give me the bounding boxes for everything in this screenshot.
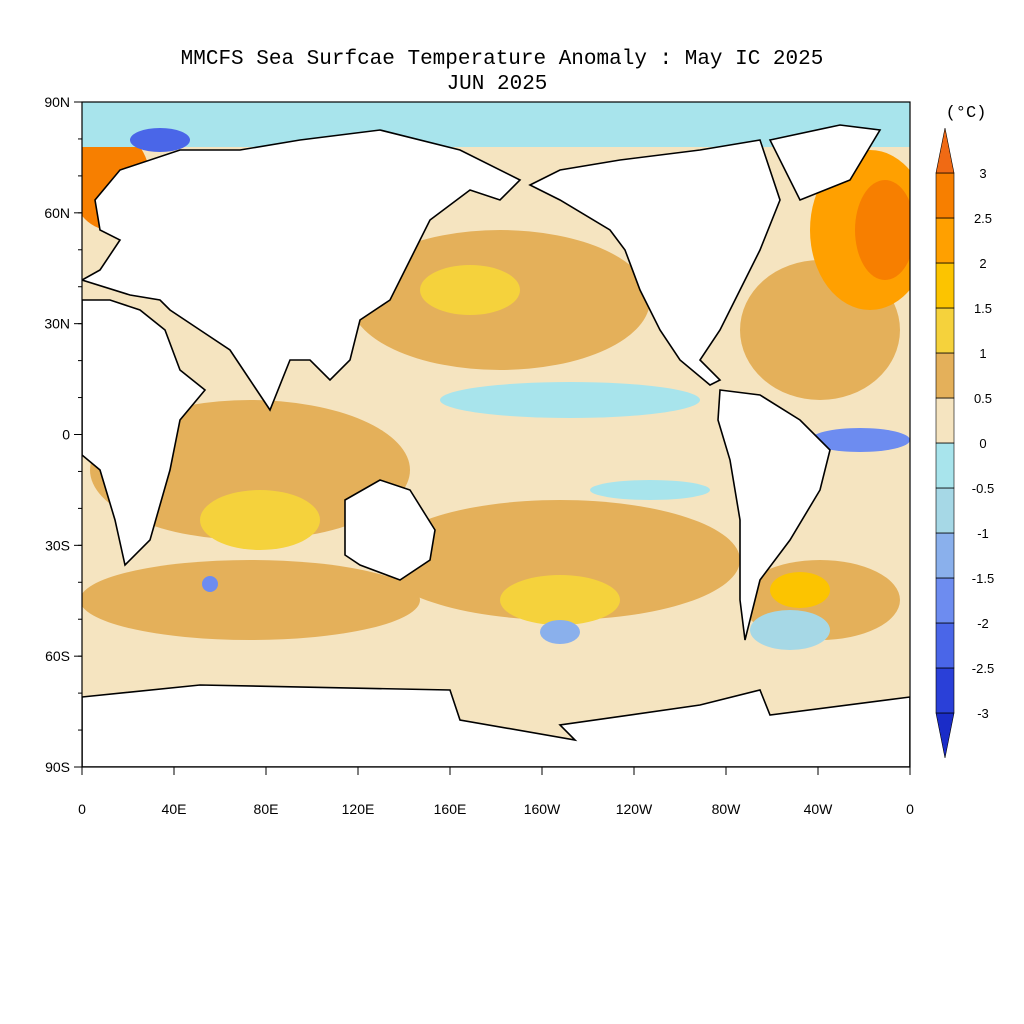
colorbar-label: -2.5: [972, 661, 994, 676]
lon-label: 80W: [712, 801, 742, 817]
lon-label: 40E: [162, 801, 187, 817]
colorbar-bin: [935, 307, 955, 354]
colorbar-unit: (°C): [946, 104, 987, 123]
colorbar-label: 2.5: [974, 211, 992, 226]
colorbar-bin: [935, 172, 955, 219]
colorbar-bin: [935, 667, 955, 714]
colorbar-bin: [935, 262, 955, 309]
subtitle: JUN 2025: [447, 73, 548, 96]
lon-label: 120E: [342, 801, 375, 817]
colorbar-bin: [935, 397, 955, 444]
colorbar-label: -3: [977, 706, 989, 721]
lat-label: 90N: [44, 94, 70, 110]
colorbar-label: -1.5: [972, 571, 994, 586]
title: MMCFS Sea Surfcae Temperature Anomaly : …: [181, 48, 824, 71]
sst-field: [82, 102, 910, 767]
colorbar-label: -1: [977, 526, 989, 541]
colorbar-bin: [935, 622, 955, 669]
colorbar-label: 2: [979, 256, 986, 271]
lon-label: 120W: [616, 801, 653, 817]
lon-label: 160E: [434, 801, 467, 817]
lat-label: 30N: [44, 316, 70, 332]
colorbar-over: [935, 127, 955, 174]
colorbar-bin: [935, 442, 955, 489]
lat-label: 60N: [44, 205, 70, 221]
lon-label: 0: [906, 801, 914, 817]
lon-label: 0: [78, 801, 86, 817]
lon-label: 80E: [254, 801, 279, 817]
colorbar-bin: [935, 532, 955, 579]
lat-label: 60S: [45, 648, 70, 664]
lat-label: 0: [62, 427, 70, 443]
colorbar-label: 1.5: [974, 301, 992, 316]
lat-label: 30S: [45, 537, 70, 553]
colorbar-label: -0.5: [972, 481, 994, 496]
colorbar-label: 1: [979, 346, 986, 361]
lat-label: 90S: [45, 759, 70, 775]
colorbar-label: 0: [979, 436, 986, 451]
colorbar-bin: [935, 217, 955, 264]
colorbar-bin: [935, 352, 955, 399]
colorbar-label: 3: [979, 166, 986, 181]
lon-label: 160W: [524, 801, 561, 817]
colorbar-under: [935, 712, 955, 759]
colorbar-label: 0.5: [974, 391, 992, 406]
colorbar-bin: [935, 487, 955, 534]
lon-label: 40W: [804, 801, 834, 817]
colorbar-bin: [935, 577, 955, 624]
colorbar-label: -2: [977, 616, 989, 631]
